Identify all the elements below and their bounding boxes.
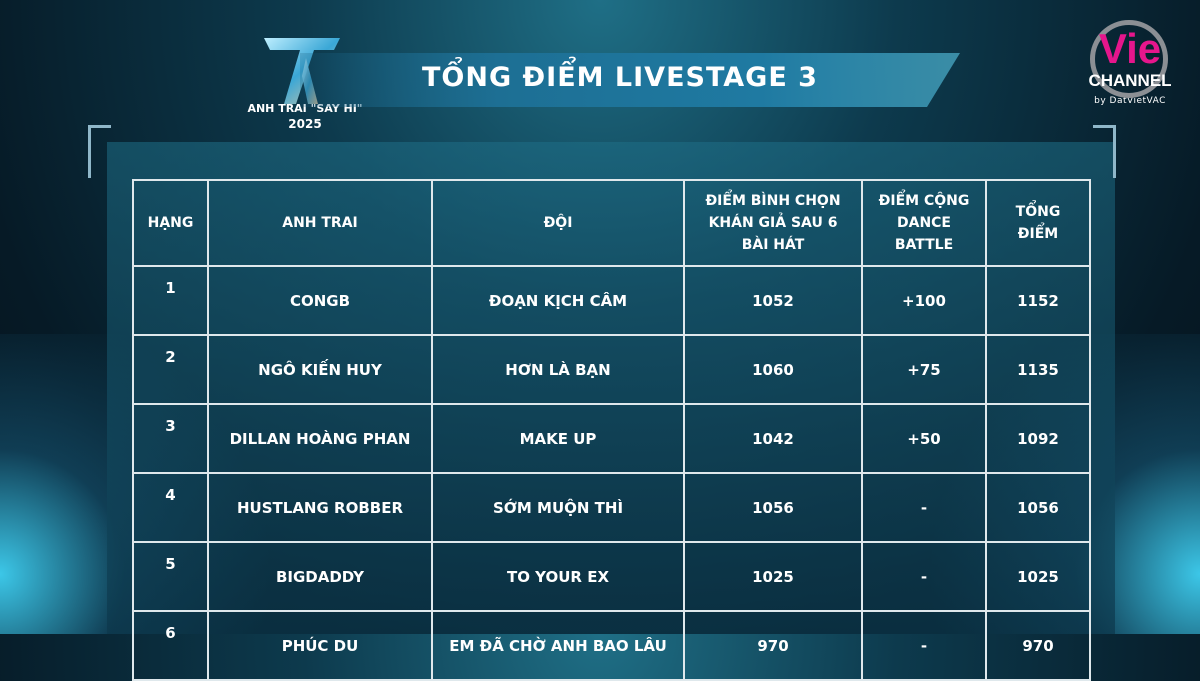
channel-logo: Vie CHANNEL by DatVietVAC (1080, 18, 1180, 106)
cell-team: EM ĐÃ CHỜ ANH BAO LÂU (431, 610, 685, 681)
col-total: TỔNG ĐIỂM (985, 179, 1091, 267)
channel-logo-by: by DatVietVAC (1094, 96, 1166, 106)
table-row: 2 NGÔ KIẾN HUY HƠN LÀ BẠN 1060 +75 1135 (132, 334, 1091, 405)
cell-rank: 5 (132, 541, 209, 612)
col-audience-vote: ĐIỂM BÌNH CHỌN KHÁN GIẢ SAU 6 BÀI HÁT (683, 179, 863, 267)
cell-dance-battle: - (861, 541, 987, 612)
frame-bracket-left (88, 125, 111, 178)
cell-total: 970 (985, 610, 1091, 681)
show-logo-year: 2025 (288, 117, 322, 131)
col-rank: HẠNG (132, 179, 209, 267)
cell-audience-vote: 1025 (683, 541, 863, 612)
cell-dance-battle: +100 (861, 265, 987, 336)
channel-logo-sub: CHANNEL (1088, 71, 1172, 90)
cell-dance-battle: +50 (861, 403, 987, 474)
cell-artist: CONGB (207, 265, 433, 336)
cell-artist: DILLAN HOÀNG PHAN (207, 403, 433, 474)
title-banner (300, 53, 960, 107)
table-row: 6 PHÚC DU EM ĐÃ CHỜ ANH BAO LÂU 970-970 (132, 610, 1091, 681)
cell-total: 1152 (985, 265, 1091, 336)
cell-team: MAKE UP (431, 403, 685, 474)
cell-artist: HUSTLANG ROBBER (207, 472, 433, 543)
cell-team: SỚM MUỘN THÌ (431, 472, 685, 543)
cell-audience-vote: 1060 (683, 334, 863, 405)
cell-total: 1056 (985, 472, 1091, 543)
cell-rank: 4 (132, 472, 209, 543)
cell-dance-battle: - (861, 472, 987, 543)
col-artist: ANH TRAI (207, 179, 433, 267)
table-row: 4 HUSTLANG ROBBER SỚM MUỘN THÌ 1056-1056 (132, 472, 1091, 543)
cell-dance-battle: +75 (861, 334, 987, 405)
col-total-label: TỔNG ĐIỂM (1015, 204, 1061, 242)
cell-total: 1092 (985, 403, 1091, 474)
cell-total: 1025 (985, 541, 1091, 612)
cell-rank: 1 (132, 265, 209, 336)
score-table: HẠNG ANH TRAI ĐỘI ĐIỂM BÌNH CHỌN KHÁN GI… (132, 179, 1091, 681)
cell-audience-vote: 970 (683, 610, 863, 681)
cell-rank: 6 (132, 610, 209, 681)
cell-team: HƠN LÀ BẠN (431, 334, 685, 405)
col-dance-battle: ĐIỂM CỘNG DANCE BATTLE (861, 179, 987, 267)
cell-audience-vote: 1042 (683, 403, 863, 474)
cell-artist: NGÔ KIẾN HUY (207, 334, 433, 405)
cell-artist: BIGDADDY (207, 541, 433, 612)
cell-audience-vote: 1056 (683, 472, 863, 543)
cell-team: TO YOUR EX (431, 541, 685, 612)
col-audience-vote-label: ĐIỂM BÌNH CHỌN KHÁN GIẢ SAU 6 BÀI HÁT (705, 193, 841, 253)
table-row: 3 DILLAN HOÀNG PHAN MAKE UP 1042 +50 1092 (132, 403, 1091, 474)
table-header-row: HẠNG ANH TRAI ĐỘI ĐIỂM BÌNH CHỌN KHÁN GI… (132, 179, 1091, 267)
cell-rank: 3 (132, 403, 209, 474)
cell-total: 1135 (985, 334, 1091, 405)
page-title: TỔNG ĐIỂM LIVESTAGE 3 (422, 62, 818, 93)
table-row: 1 CONGB ĐOẠN KỊCH CÂM 1052 +100 1152 (132, 265, 1091, 336)
cell-team: ĐOẠN KỊCH CÂM (431, 265, 685, 336)
cell-audience-vote: 1052 (683, 265, 863, 336)
cell-artist: PHÚC DU (207, 610, 433, 681)
cell-dance-battle: - (861, 610, 987, 681)
cell-rank: 2 (132, 334, 209, 405)
table-row: 5 BIGDADDY TO YOUR EX 1025-1025 (132, 541, 1091, 612)
frame-bracket-right (1093, 125, 1116, 178)
channel-logo-name: Vie (1098, 25, 1162, 72)
col-team: ĐỘI (431, 179, 685, 267)
col-dance-battle-label: ĐIỂM CỘNG DANCE BATTLE (878, 193, 970, 253)
